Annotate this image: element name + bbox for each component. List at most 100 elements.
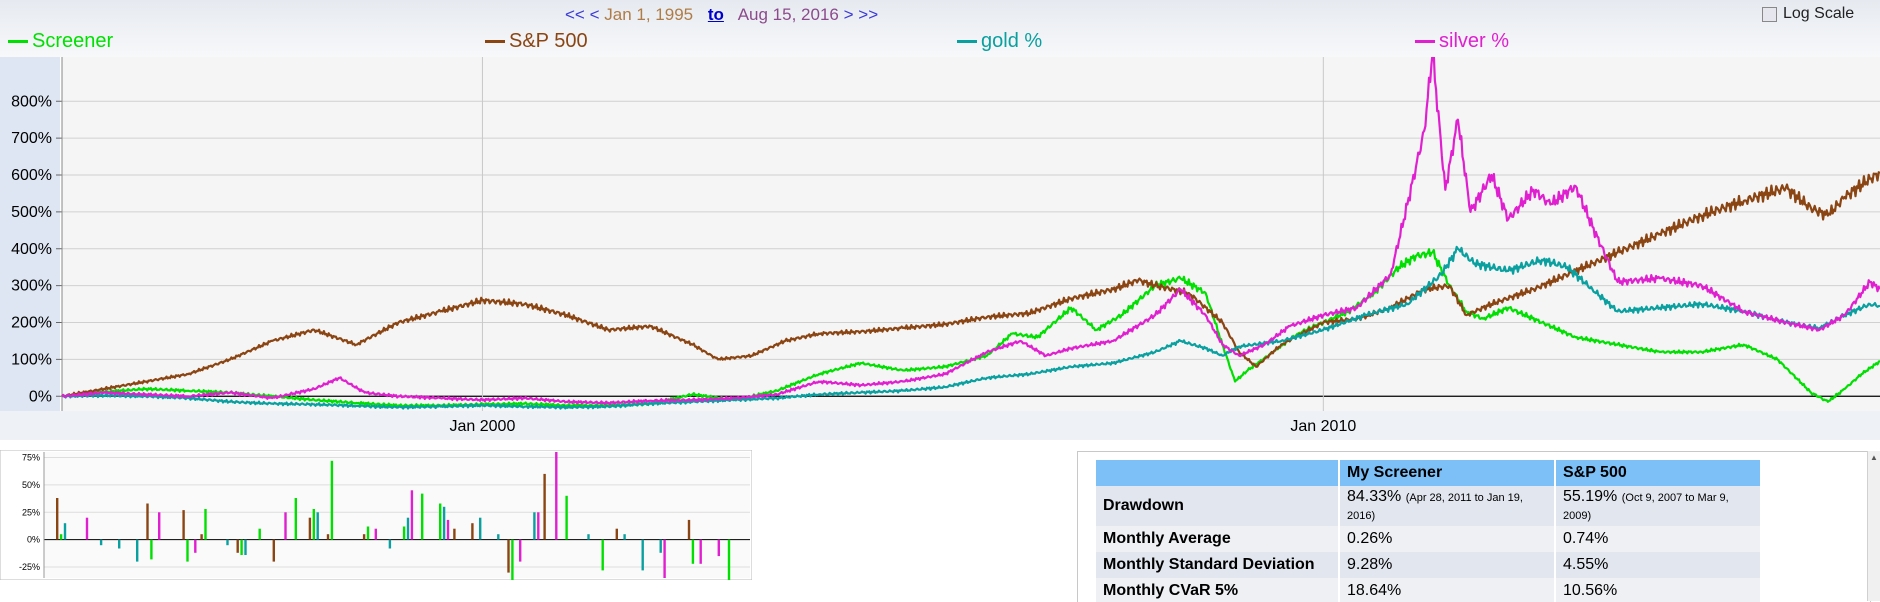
stat-label: Monthly CVaR 5% (1096, 578, 1340, 602)
end-date[interactable]: Aug 15, 2016 (737, 5, 839, 24)
y-tick-label: 100% (11, 351, 52, 368)
bar (186, 539, 189, 562)
stat-value-sp500: 0.74% (1555, 526, 1762, 552)
to-link[interactable]: to (707, 5, 724, 24)
bar (615, 528, 618, 540)
legend-swatch (957, 40, 977, 43)
bar (601, 539, 604, 571)
bar (362, 534, 366, 540)
bar (294, 498, 297, 540)
stat-label: Monthly Standard Deviation (1096, 552, 1340, 578)
y-tick-label: 400% (11, 241, 52, 258)
stat-label: Monthly Average (1096, 526, 1340, 552)
legend-swatch (485, 40, 505, 43)
stat-label: Drawdown (1096, 486, 1340, 526)
bar (641, 539, 644, 571)
bar (146, 503, 149, 540)
bar (258, 528, 261, 540)
stats-table: My Screener S&P 500 Drawdown 84.33% (Apr… (1096, 460, 1762, 602)
prev-button[interactable]: < (589, 5, 600, 24)
stat-value-screener: 18.64% (1339, 578, 1556, 602)
y-tick-label: 500% (11, 204, 52, 221)
bar (446, 519, 450, 540)
bar (555, 452, 558, 540)
log-scale-checkbox[interactable] (1762, 6, 1777, 22)
table-row: Monthly Average 0.26% 0.74% (1096, 526, 1762, 552)
stats-header-row: My Screener S&P 500 (1096, 460, 1762, 486)
next-button[interactable]: > (843, 5, 854, 24)
monthly-returns-bar-chart[interactable]: 75% 50% 25% 0% -25% (0, 450, 752, 580)
bar (118, 539, 121, 549)
start-date[interactable]: Jan 1, 1995 (604, 5, 694, 24)
series-line-s-p-500 (61, 171, 1880, 398)
bar (421, 493, 424, 540)
bar (507, 539, 510, 573)
performance-line-chart[interactable]: 0% 100% 200% 300% 400% 500% 600% 700% 800% Jan 20… (0, 57, 1880, 440)
series-line-silver- (61, 57, 1880, 406)
stats-header-blank (1096, 460, 1340, 486)
plot-background (62, 57, 1880, 411)
bar (312, 509, 315, 540)
bar (374, 528, 377, 540)
legend-item-screener[interactable]: Screener (8, 30, 113, 53)
series-line-gold- (61, 245, 1880, 410)
bar (659, 539, 662, 553)
bar (99, 539, 103, 546)
bar (194, 539, 197, 553)
legend-item-sp500[interactable]: S&P 500 (485, 30, 588, 53)
date-range-nav: << < Jan 1, 1995 to Aug 15, 2016 > >> (565, 5, 878, 25)
stat-value-screener: 9.28% (1339, 552, 1556, 578)
x-tick-label: Jan 2010 (1290, 418, 1356, 435)
bar (366, 526, 370, 540)
bar (316, 512, 319, 540)
legend-label: Screener (32, 30, 114, 52)
bar (471, 523, 474, 540)
bar (284, 512, 287, 540)
next-far-button[interactable]: >> (858, 5, 879, 24)
bar-y-tick-label: 0% (27, 535, 40, 545)
log-scale-toggle[interactable]: Log Scale (1762, 5, 1854, 23)
bar (587, 534, 590, 540)
bar (200, 534, 203, 540)
legend-swatch (8, 40, 28, 43)
bar (204, 509, 207, 540)
bar-y-tick-label: 75% (22, 452, 40, 462)
y-tick-label: 800% (11, 93, 52, 110)
bar (308, 517, 312, 540)
bar (59, 534, 63, 540)
x-axis-panel (0, 411, 1880, 440)
prev-far-button[interactable]: << (565, 5, 585, 24)
bar (533, 512, 536, 540)
bar (56, 498, 59, 540)
bar (136, 539, 139, 562)
bar (272, 539, 275, 562)
stats-scrollbar[interactable]: ▲ (1867, 451, 1880, 601)
bar (182, 510, 185, 540)
bar (406, 517, 410, 540)
legend-item-silver[interactable]: silver % (1415, 30, 1509, 53)
bar (240, 539, 243, 555)
bar (402, 526, 406, 540)
legend-label: gold % (981, 30, 1043, 52)
legend-item-gold[interactable]: gold % (957, 30, 1042, 53)
bar (85, 517, 89, 540)
bar-y-tick-label: 50% (22, 480, 40, 490)
y-tick-label: 600% (11, 167, 52, 184)
stat-value: 55.19% (1563, 488, 1618, 505)
bar (226, 539, 229, 546)
bar (537, 512, 540, 540)
bar (565, 495, 568, 540)
bar (442, 506, 446, 540)
bar (410, 490, 414, 540)
bar-plot-background (44, 452, 750, 578)
log-scale-label: Log Scale (1783, 5, 1855, 22)
bar (663, 539, 666, 578)
stats-header-screener: My Screener (1339, 460, 1556, 486)
stat-value-sp500: 55.19% (Oct 9, 2007 to Mar 9, 2009) (1555, 486, 1762, 526)
stat-note: (Apr 28, 2011 to Jan 19, 2016) (1347, 492, 1523, 522)
stat-value-sp500: 10.56% (1555, 578, 1762, 602)
y-tick-label: 700% (11, 130, 52, 147)
scroll-up-icon[interactable]: ▲ (1870, 453, 1878, 462)
bar (330, 460, 334, 540)
stat-value-sp500: 4.55% (1555, 552, 1762, 578)
